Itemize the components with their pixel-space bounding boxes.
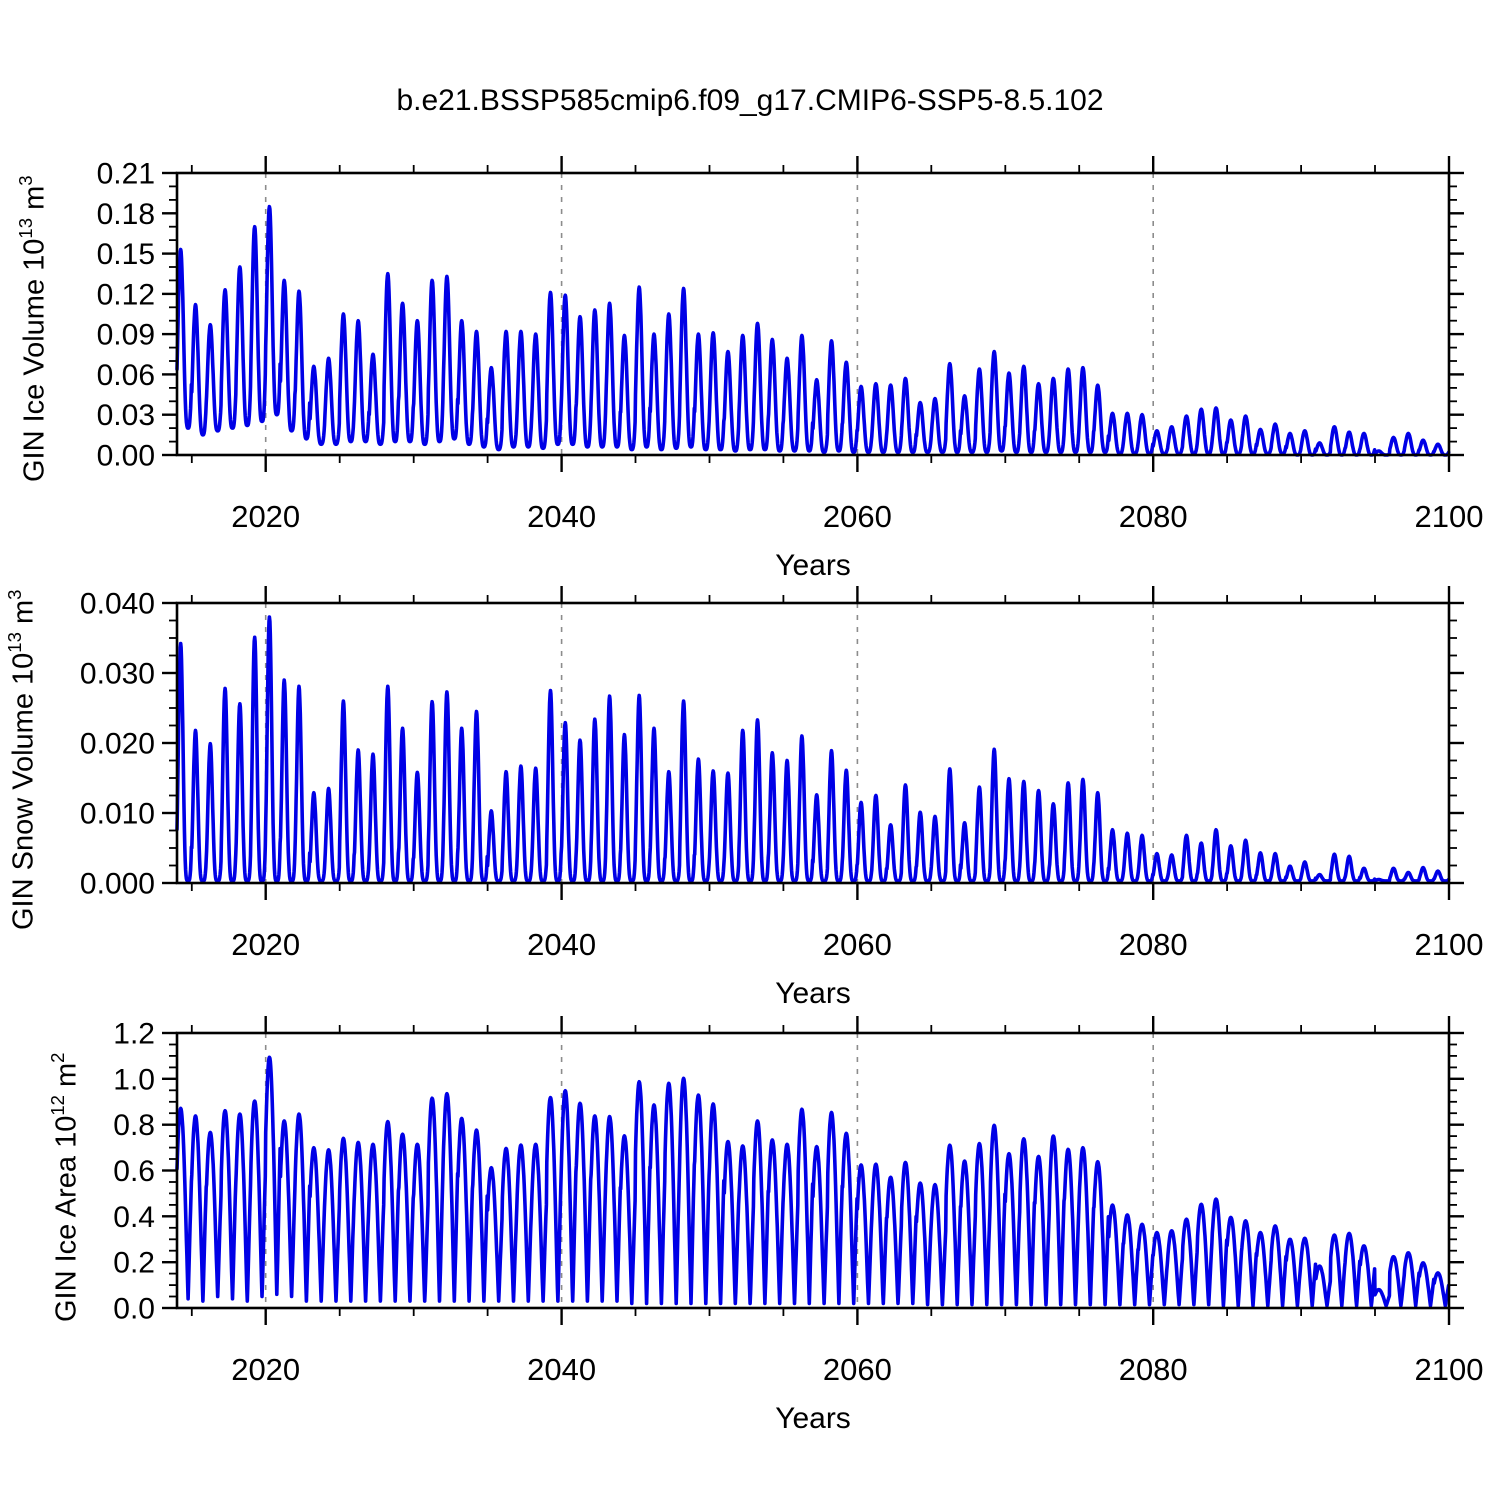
y-tick-label: 1.0 bbox=[113, 1063, 155, 1096]
y-tick-label: 0.010 bbox=[80, 798, 155, 831]
series-gin-ice-area bbox=[175, 1055, 1451, 1308]
x-axis-title-panel2: Years bbox=[775, 977, 851, 1010]
series-gin-ice-volume bbox=[175, 204, 1451, 457]
y-axis-title-ice-area: GIN Ice Area 1012 m2 bbox=[47, 1052, 83, 1322]
x-tick-label: 2040 bbox=[527, 1352, 596, 1387]
y-tick-label: 0.12 bbox=[97, 278, 155, 311]
y-tick-label: 0.00 bbox=[97, 440, 155, 473]
y-tick-label: 0.6 bbox=[113, 1155, 155, 1188]
y-tick-label: 0.09 bbox=[97, 319, 155, 352]
axes-frame bbox=[175, 171, 1451, 457]
x-tick-label: 2060 bbox=[823, 499, 892, 534]
y-tick-label: 0.21 bbox=[97, 158, 155, 191]
x-tick-label: 2060 bbox=[823, 927, 892, 962]
x-tick-label: 2020 bbox=[231, 927, 300, 962]
y-tick-label: 0.030 bbox=[80, 658, 155, 691]
y-tick-label: 0.2 bbox=[113, 1247, 155, 1280]
x-tick-label: 2100 bbox=[1415, 1352, 1484, 1387]
y-tick-label: 0.0 bbox=[113, 1293, 155, 1326]
y-axis-title-snow-volume: GIN Snow Volume 1013 m3 bbox=[4, 589, 40, 930]
x-axis-title-panel1: Years bbox=[775, 549, 851, 582]
panel-gin-ice-volume: 0.00 0.03 0.06 0.09 0.12 0.15 0.18 0.21 2020 2040… bbox=[97, 156, 1484, 534]
y-tick-label: 0.4 bbox=[113, 1201, 155, 1234]
panel-gin-snow-volume: 0.000 0.010 0.020 0.030 0.040 2020 2040 2060 208… bbox=[80, 586, 1484, 962]
y-tick-label: 1.2 bbox=[113, 1018, 155, 1051]
figure-title: b.e21.BSSP585cmip6.f09_g17.CMIP6-SSP5-8.… bbox=[396, 84, 1104, 117]
y-tick-label: 0.06 bbox=[97, 359, 155, 392]
y-axis-title-ice-volume: GIN Ice Volume 1013 m3 bbox=[15, 175, 51, 482]
x-tick-label: 2080 bbox=[1119, 499, 1188, 534]
y-tick-label: 0.040 bbox=[80, 588, 155, 621]
panel-gin-ice-area: 0.0 0.2 0.4 0.6 0.8 1.0 1.2 2020 2040 2060 2080 210… bbox=[113, 1016, 1483, 1387]
x-tick-label: 2100 bbox=[1415, 927, 1484, 962]
x-tick-label: 2020 bbox=[231, 499, 300, 534]
x-tick-label: 2080 bbox=[1119, 1352, 1188, 1387]
y-tick-label: 0.18 bbox=[97, 198, 155, 231]
x-tick-label: 2020 bbox=[231, 1352, 300, 1387]
x-axis-title-panel3: Years bbox=[775, 1402, 851, 1435]
y-tick-label: 0.000 bbox=[80, 868, 155, 901]
y-tick-label: 0.15 bbox=[97, 238, 155, 271]
y-tick-label: 0.03 bbox=[97, 399, 155, 432]
x-tick-label: 2080 bbox=[1119, 927, 1188, 962]
x-tick-label: 2040 bbox=[527, 499, 596, 534]
x-tick-label: 2060 bbox=[823, 1352, 892, 1387]
x-tick-label: 2100 bbox=[1415, 499, 1484, 534]
y-tick-label: 0.020 bbox=[80, 728, 155, 761]
series-gin-snow-volume bbox=[175, 615, 1451, 883]
x-tick-label: 2040 bbox=[527, 927, 596, 962]
y-tick-label: 0.8 bbox=[113, 1109, 155, 1142]
